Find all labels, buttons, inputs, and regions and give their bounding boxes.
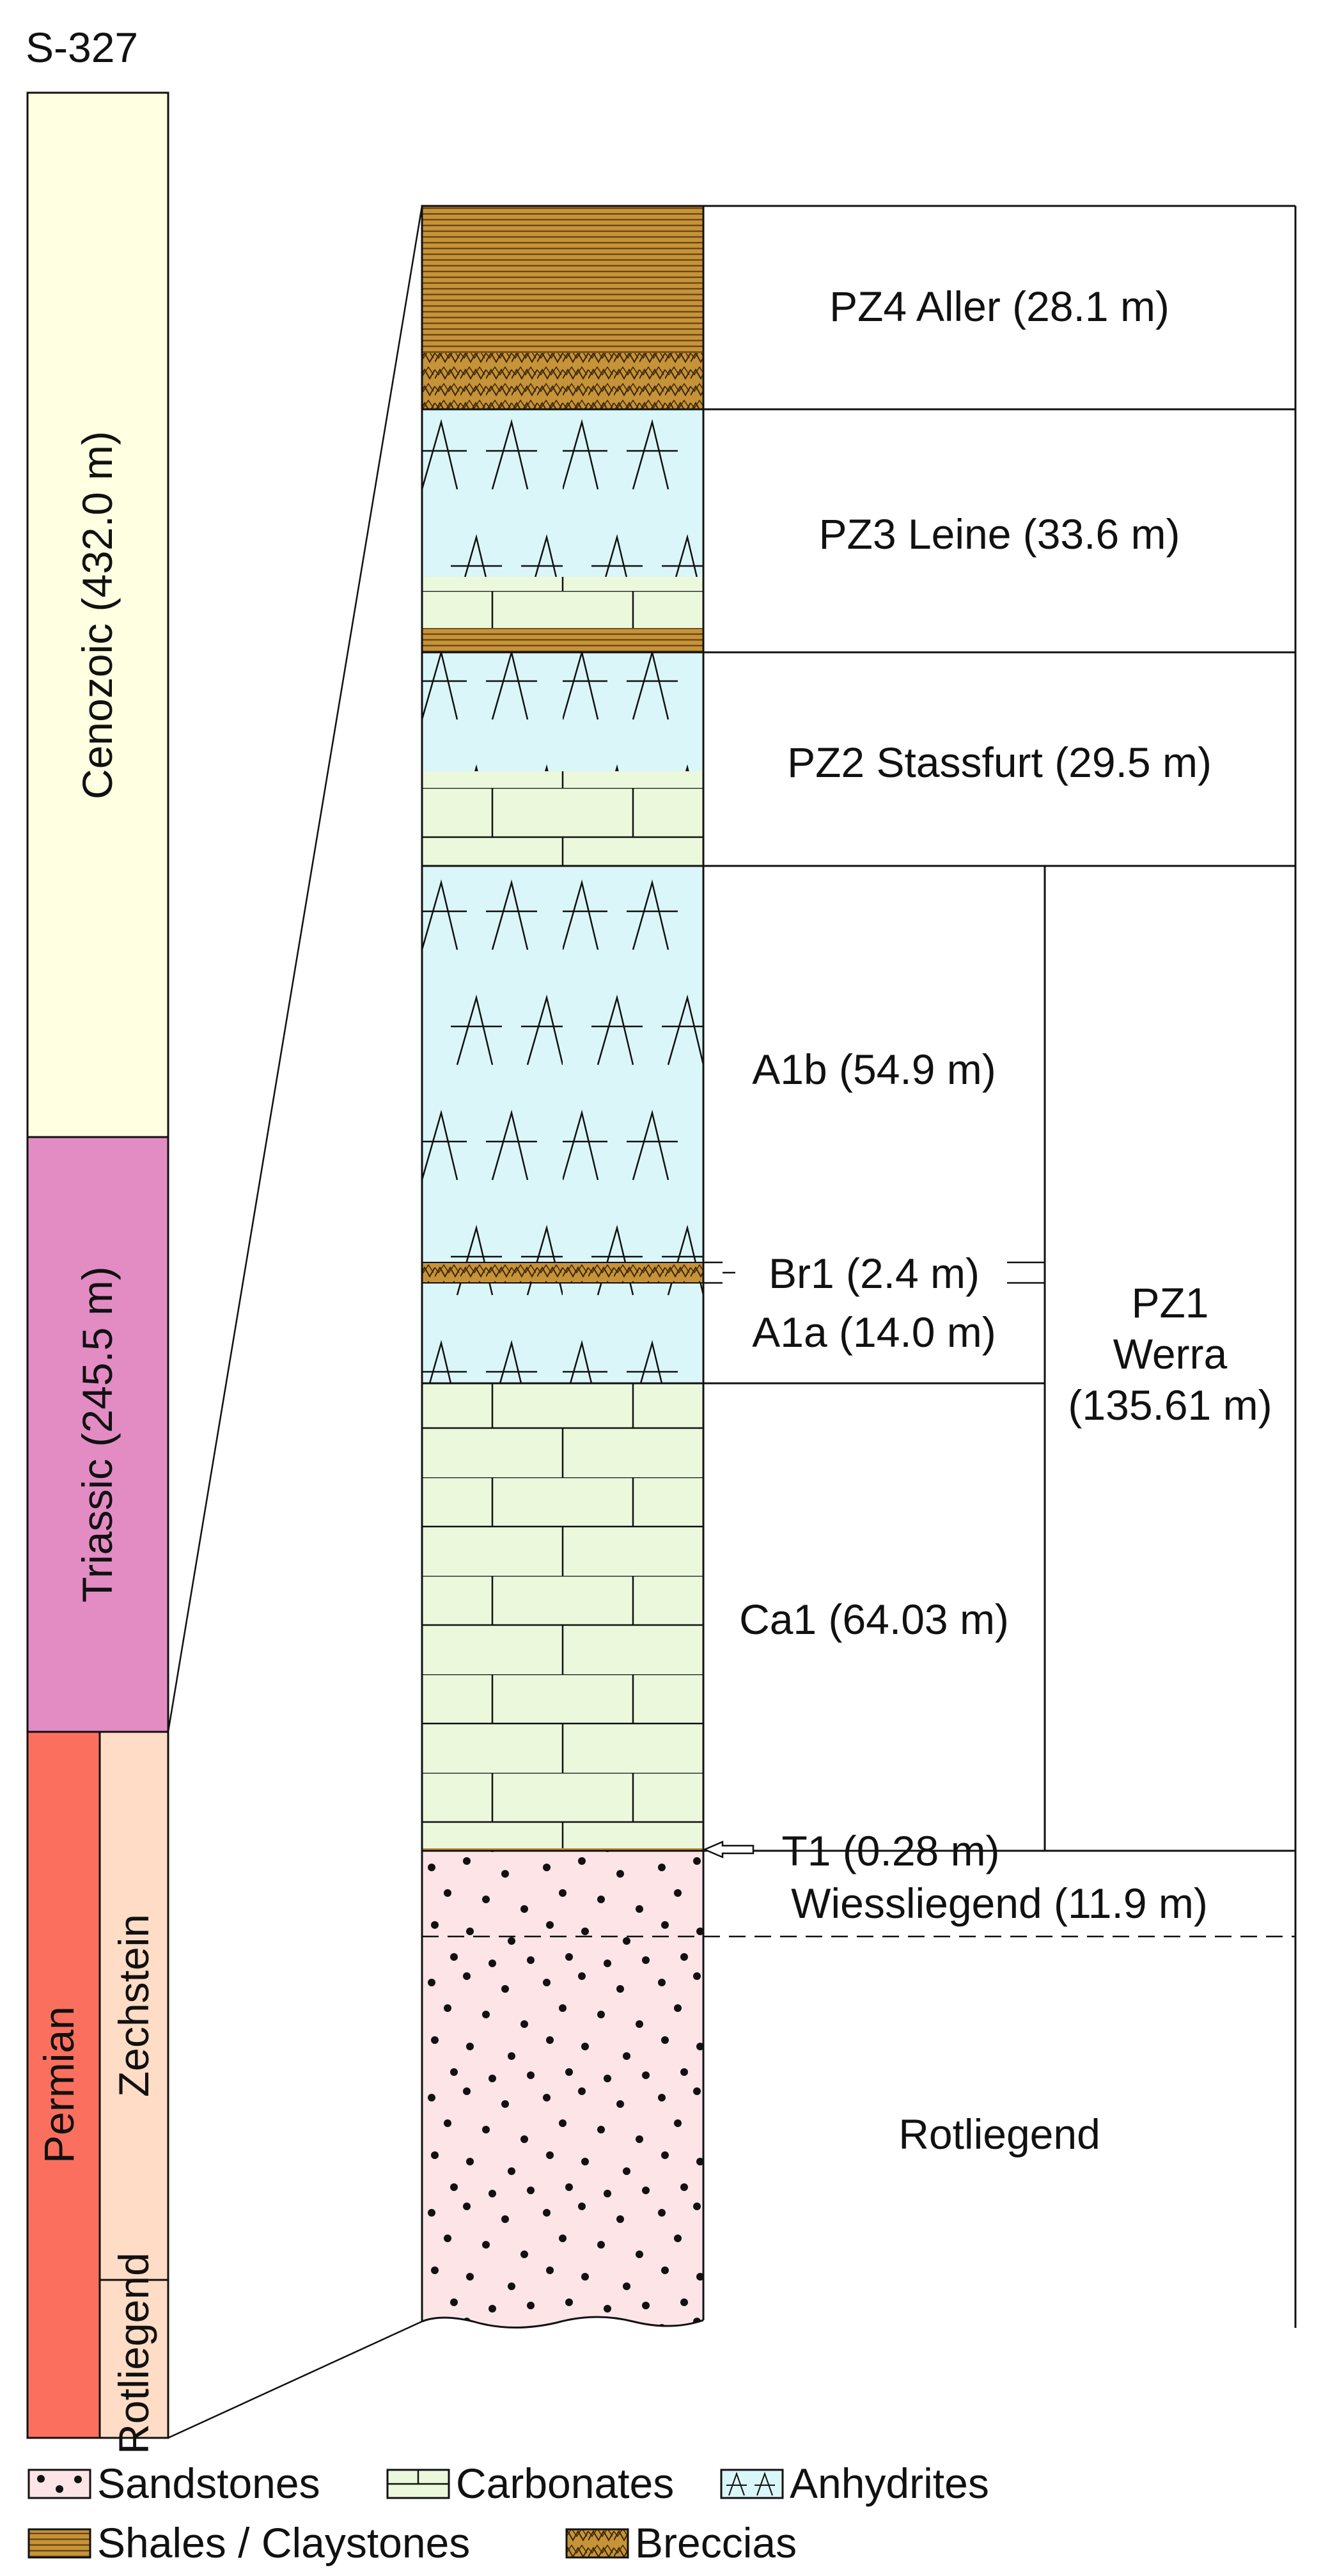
anhydrite-swatch-glyph — [728, 2471, 745, 2496]
rotliegend-label: Rotliegend — [110, 2252, 157, 2454]
sandstone-swatch-dot — [37, 2475, 45, 2483]
a1a-anhydrite-layer — [422, 1283, 703, 1383]
legend: Sandstones Carbonates Anhydrites Shales … — [27, 2460, 989, 2566]
pz3-anhydrite-layer — [422, 409, 703, 577]
rotliegend-sandstone-layer — [422, 1851, 703, 2328]
pz2-anhydrite-layer — [422, 652, 703, 771]
well-id-label: S-327 — [26, 24, 138, 71]
legend-item-carbonates: Carbonates — [386, 2460, 674, 2507]
pz4-breccia-layer — [422, 353, 703, 409]
ca1-carbonate-layer — [422, 1383, 703, 1848]
sandstone-swatch-icon — [27, 2469, 91, 2499]
formation-labels: PZ4 Aller (28.1 m) PZ3 Leine (33.6 m) PZ… — [739, 283, 1212, 2158]
permian-label: Permian — [35, 2006, 82, 2164]
legend-label-breccias: Breccias — [635, 2519, 797, 2566]
legend-item-breccias: Breccias — [565, 2519, 797, 2566]
br1-breccia-layer — [422, 1262, 703, 1283]
t1-shale-layer — [422, 1848, 703, 1851]
cenozoic-unit — [26, 91, 169, 1138]
legend-label-carbonates: Carbonates — [456, 2460, 674, 2507]
sandstone-swatch-dot — [74, 2476, 82, 2483]
pz4-shale-layer — [422, 206, 703, 353]
legend-label-shales: Shales / Claystones — [97, 2519, 470, 2566]
shale-swatch-icon — [27, 2528, 91, 2559]
pz1-group-label: PZ1 Werra (135.61 m) — [1068, 1279, 1272, 1429]
triassic-label: Triassic (245.5 m) — [74, 1266, 121, 1603]
legend-label-anhydrites: Anhydrites — [790, 2460, 989, 2507]
pz1-label-line-1: PZ1 — [1131, 1279, 1208, 1326]
pz3-label: PZ3 Leine (33.6 m) — [819, 510, 1180, 558]
a1a-label: A1a (14.0 m) — [752, 1308, 996, 1356]
anhydrite-swatch-glyph — [756, 2471, 773, 2496]
connector-bottom — [168, 2320, 423, 2439]
t1-label: T1 (0.28 m) — [781, 1827, 999, 1874]
pz1-label-line-3: (135.61 m) — [1068, 1381, 1272, 1429]
wiessliegend-label: Wiessliegend (11.9 m) — [791, 1880, 1208, 1927]
br1-pointer-ticks — [703, 1261, 1045, 1284]
legend-item-anhydrites: Anhydrites — [720, 2460, 989, 2507]
triassic-unit — [26, 1136, 169, 1733]
legend-item-shales: Shales / Claystones — [27, 2519, 470, 2566]
pz1-label-line-2: Werra — [1113, 1330, 1228, 1378]
lithology-base-wavy-edge — [421, 2316, 704, 2329]
sandstone-swatch-dot — [56, 2485, 63, 2493]
permian-unit — [26, 1731, 101, 2439]
pz2-label: PZ2 Stassfurt (29.5 m) — [787, 739, 1212, 786]
cenozoic-label: Cenozoic (432.0 m) — [74, 431, 121, 799]
t1-pointer-arrow-icon — [702, 1841, 755, 1858]
rotliegend-unit — [98, 2279, 169, 2439]
legend-item-sandstones: Sandstones — [27, 2460, 320, 2507]
pz4-label: PZ4 Aller (28.1 m) — [829, 283, 1169, 330]
pz2-carbonate-layer — [422, 771, 703, 866]
a1b-label: A1b (54.9 m) — [752, 1046, 996, 1093]
a1b-anhydrite-layer — [422, 866, 703, 1262]
legend-label-sandstones: Sandstones — [97, 2460, 320, 2507]
br1-label: Br1 (2.4 m) — [769, 1250, 980, 1297]
ca1-label: Ca1 (64.03 m) — [739, 1596, 1009, 1643]
connector-top — [167, 205, 423, 1732]
pz3-shale-layer — [422, 628, 703, 652]
chronostratigraphic-column: Cenozoic (432.0 m) Triassic (245.5 m) Pe… — [26, 91, 169, 2454]
rotliegend-formation-label: Rotliegend — [898, 2110, 1100, 2158]
breccia-swatch-icon — [565, 2528, 629, 2559]
pz3-carbonate-layer — [422, 577, 703, 628]
zoom-connector-lines — [167, 205, 423, 2439]
lithology-column — [421, 205, 1297, 2329]
zechstein-unit — [98, 1731, 169, 2281]
zechstein-label: Zechstein — [110, 1914, 157, 2097]
anhydrite-swatch-icon — [720, 2469, 784, 2499]
